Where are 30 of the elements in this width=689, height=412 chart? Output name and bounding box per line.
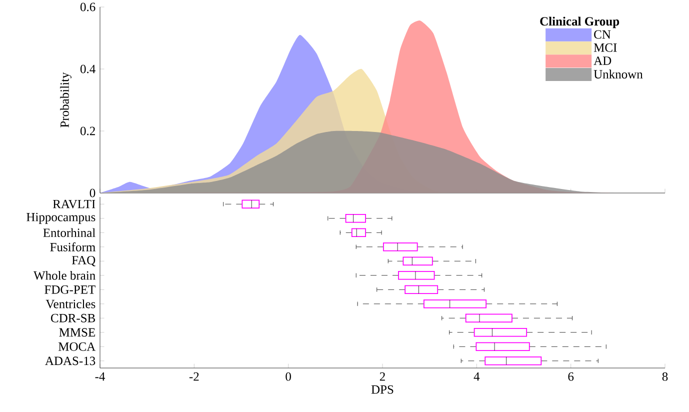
y-tick-label: FDG-PET	[44, 285, 96, 294]
x-tick-label: -2	[189, 372, 199, 381]
legend-label: CN	[594, 30, 611, 39]
y-axis-title: Probability	[60, 72, 72, 128]
y-tick-label: MOCA	[58, 342, 96, 351]
y-tick-label: CDR-SB	[50, 314, 96, 322]
y-tick-label: Whole brain	[34, 270, 96, 280]
y-tick-label: 0.2	[80, 126, 95, 136]
legend-label: MCI	[594, 43, 617, 52]
y-tick-label: FAQ	[72, 256, 96, 266]
x-tick-label: 0	[286, 372, 291, 381]
legend-label: AD	[594, 56, 612, 65]
y-tick-label: MMSE	[59, 328, 96, 337]
y-tick-label: 0.4	[80, 64, 96, 74]
x-tick-label: 6	[568, 372, 574, 381]
y-tick-label: 0.6	[80, 2, 96, 12]
y-tick-label: 0	[90, 188, 96, 198]
y-tick-label: Hippocampus	[26, 212, 96, 224]
legend-label: Unknown	[594, 70, 643, 78]
x-axis-title: DPS	[371, 385, 394, 394]
x-tick-label: 8	[662, 372, 668, 381]
legend-title: Clinical Group	[540, 16, 620, 28]
y-tick-label: Ventricles	[46, 299, 96, 308]
x-tick-label: 4	[474, 372, 480, 381]
y-tick-label: Fusiform	[50, 242, 96, 252]
y-tick-label: ADAS-13	[45, 356, 96, 366]
x-tick-label: 2	[380, 372, 385, 381]
y-tick-label: RAVLTI	[52, 200, 96, 208]
y-tick-label: Entorhinal	[43, 228, 96, 238]
x-tick-label: -4	[95, 372, 106, 381]
